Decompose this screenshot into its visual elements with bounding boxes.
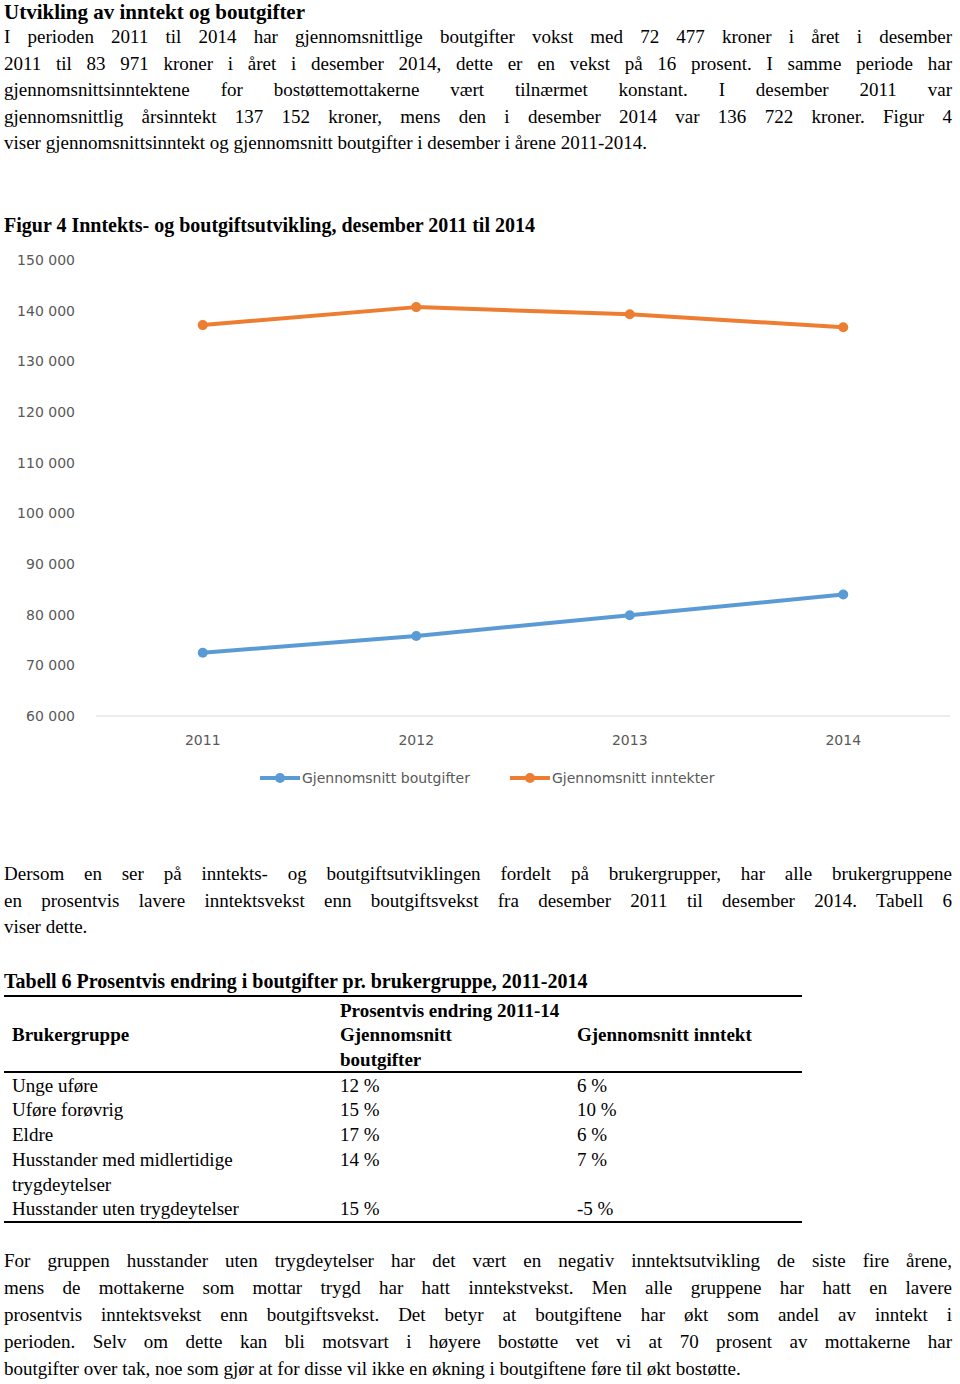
legend-marker xyxy=(275,773,285,783)
table-cell: Eldre xyxy=(12,1122,312,1147)
paragraph-line: en prosentvis lavere inntektsvekst enn b… xyxy=(4,890,952,912)
table-top-rule xyxy=(4,995,802,997)
y-tick-label: 110 000 xyxy=(17,455,75,471)
intro-line: viser gjennomsnittsinntekt og gjennomsni… xyxy=(4,132,952,154)
chart: 60 000 70 000 80 000 90 000 100 000 110 000 12… xyxy=(0,240,960,800)
table-caption: Tabell 6 Prosentvis endring i boutgifter… xyxy=(4,970,587,993)
y-tick-label: 120 000 xyxy=(17,404,75,420)
table-cell: 10 % xyxy=(577,1097,797,1122)
paragraph-line: Dersom en ser på inntekts- og boutgiftsu… xyxy=(4,863,952,885)
intro-line: I perioden 2011 til 2014 har gjennomsnit… xyxy=(4,26,952,48)
series-marker xyxy=(838,590,848,600)
intro-line: gjennomsnittlig årsinntekt 137 152 krone… xyxy=(4,106,952,128)
table-header-rule xyxy=(4,1071,802,1073)
x-tick-label: 2013 xyxy=(612,732,648,748)
table-cell: 6 % xyxy=(577,1122,797,1147)
y-tick-label: 150 000 xyxy=(17,252,75,268)
table-cell: Husstander med midlertidige trygdeytelse… xyxy=(12,1147,312,1197)
table-group-header: Prosentvis endring 2011-14 xyxy=(340,998,559,1023)
table-header: Gjennomsnitt boutgifter xyxy=(340,1022,510,1072)
y-tick-label: 130 000 xyxy=(17,353,75,369)
y-tick-label: 70 000 xyxy=(26,657,75,673)
table-cell: 17 % xyxy=(340,1122,510,1147)
y-tick-label: 140 000 xyxy=(17,303,75,319)
paragraph-line: perioden. Selv om dette kan bli motsvart… xyxy=(4,1331,952,1353)
intro-line: gjennomsnittsinntektene for bostøttemott… xyxy=(4,79,952,101)
paragraph-line: viser dette. xyxy=(4,916,952,938)
x-tick-label: 2012 xyxy=(398,732,434,748)
series-marker xyxy=(838,322,848,332)
series-marker xyxy=(625,610,635,620)
series-marker xyxy=(198,648,208,658)
series-group xyxy=(198,302,849,658)
legend-label: Gjennomsnitt boutgifter xyxy=(302,770,470,786)
table-cell: 6 % xyxy=(577,1073,797,1098)
table-cell: Unge uføre xyxy=(12,1073,312,1098)
intro-line: 2011 til 83 971 kroner i året i desember… xyxy=(4,53,952,75)
series-marker xyxy=(198,320,208,330)
table-cell: Uføre forøvrig xyxy=(12,1097,312,1122)
heading: Utvikling av inntekt og boutgifter xyxy=(4,0,305,25)
table-cell: 12 % xyxy=(340,1073,510,1098)
table-cell: -5 % xyxy=(577,1196,797,1221)
table-cell: 15 % xyxy=(340,1097,510,1122)
x-tick-label: 2014 xyxy=(825,732,861,748)
table-cell: Husstander uten trygdeytelser xyxy=(12,1196,312,1221)
legend-label: Gjennomsnitt inntekter xyxy=(552,770,715,786)
paragraph-line: mens de mottakerne som mottar trygd har … xyxy=(4,1277,952,1299)
table-bottom-rule xyxy=(4,1221,802,1223)
y-tick-label: 80 000 xyxy=(26,607,75,623)
paragraph-line: For gruppen husstander uten trygdeytelse… xyxy=(4,1250,952,1272)
x-axis-line xyxy=(96,716,950,717)
y-tick-label: 100 000 xyxy=(17,505,75,521)
series-marker xyxy=(411,302,421,312)
paragraph-line: boutgifter over tak, noe som gjør at for… xyxy=(4,1358,952,1380)
y-tick-label: 90 000 xyxy=(26,556,75,572)
table-header: Gjennomsnitt inntekt xyxy=(577,1022,797,1047)
series-marker xyxy=(625,309,635,319)
series-marker xyxy=(411,631,421,641)
x-tick-label: 2011 xyxy=(185,732,221,748)
legend-marker xyxy=(525,773,535,783)
series-line xyxy=(203,595,844,653)
table-cell: 14 % xyxy=(340,1147,510,1172)
table-header: Brukergruppe xyxy=(12,1022,312,1047)
table-cell: 15 % xyxy=(340,1196,510,1221)
y-tick-label: 60 000 xyxy=(26,708,75,724)
series-line xyxy=(203,307,844,327)
paragraph-line: prosentvis inntektsvekst enn boutgiftsve… xyxy=(4,1304,952,1326)
chart-title: Figur 4 Inntekts- og boutgiftsutvikling,… xyxy=(4,214,535,237)
table-cell: 7 % xyxy=(577,1147,797,1172)
